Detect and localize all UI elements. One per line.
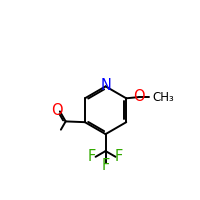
Text: F: F xyxy=(88,149,96,164)
Text: O: O xyxy=(51,103,62,118)
Text: O: O xyxy=(133,89,145,104)
Text: N: N xyxy=(100,78,111,93)
Text: F: F xyxy=(115,149,123,164)
Text: F: F xyxy=(101,158,110,173)
Text: CH₃: CH₃ xyxy=(153,91,174,104)
